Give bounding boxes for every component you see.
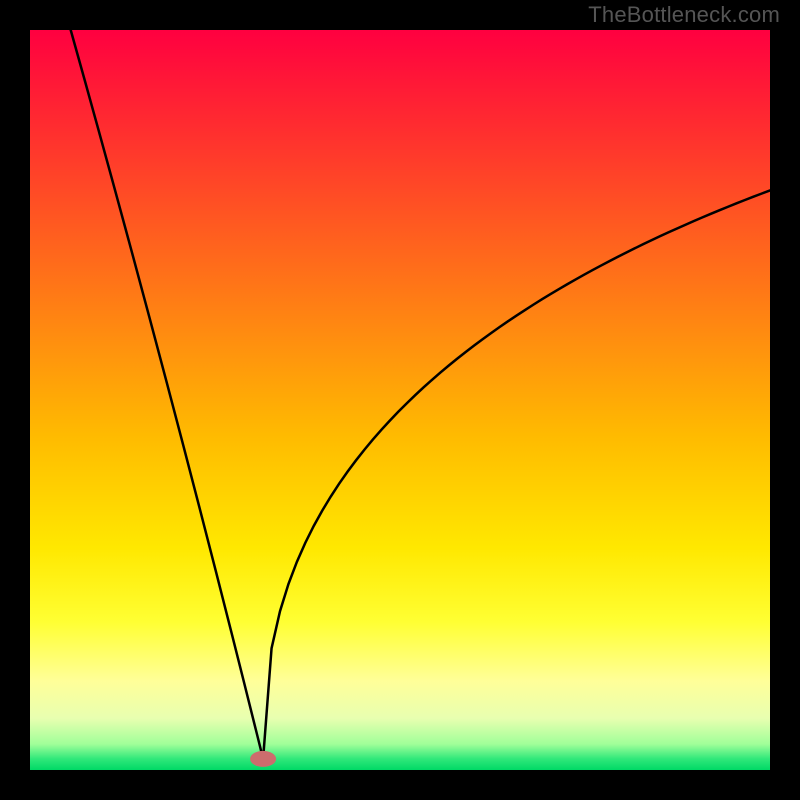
chart-container: TheBottleneck.com bbox=[0, 0, 800, 800]
optimal-point-marker bbox=[250, 751, 276, 767]
chart-gradient-bg bbox=[30, 30, 770, 770]
bottleneck-chart bbox=[0, 0, 800, 800]
watermark-text: TheBottleneck.com bbox=[588, 2, 780, 28]
